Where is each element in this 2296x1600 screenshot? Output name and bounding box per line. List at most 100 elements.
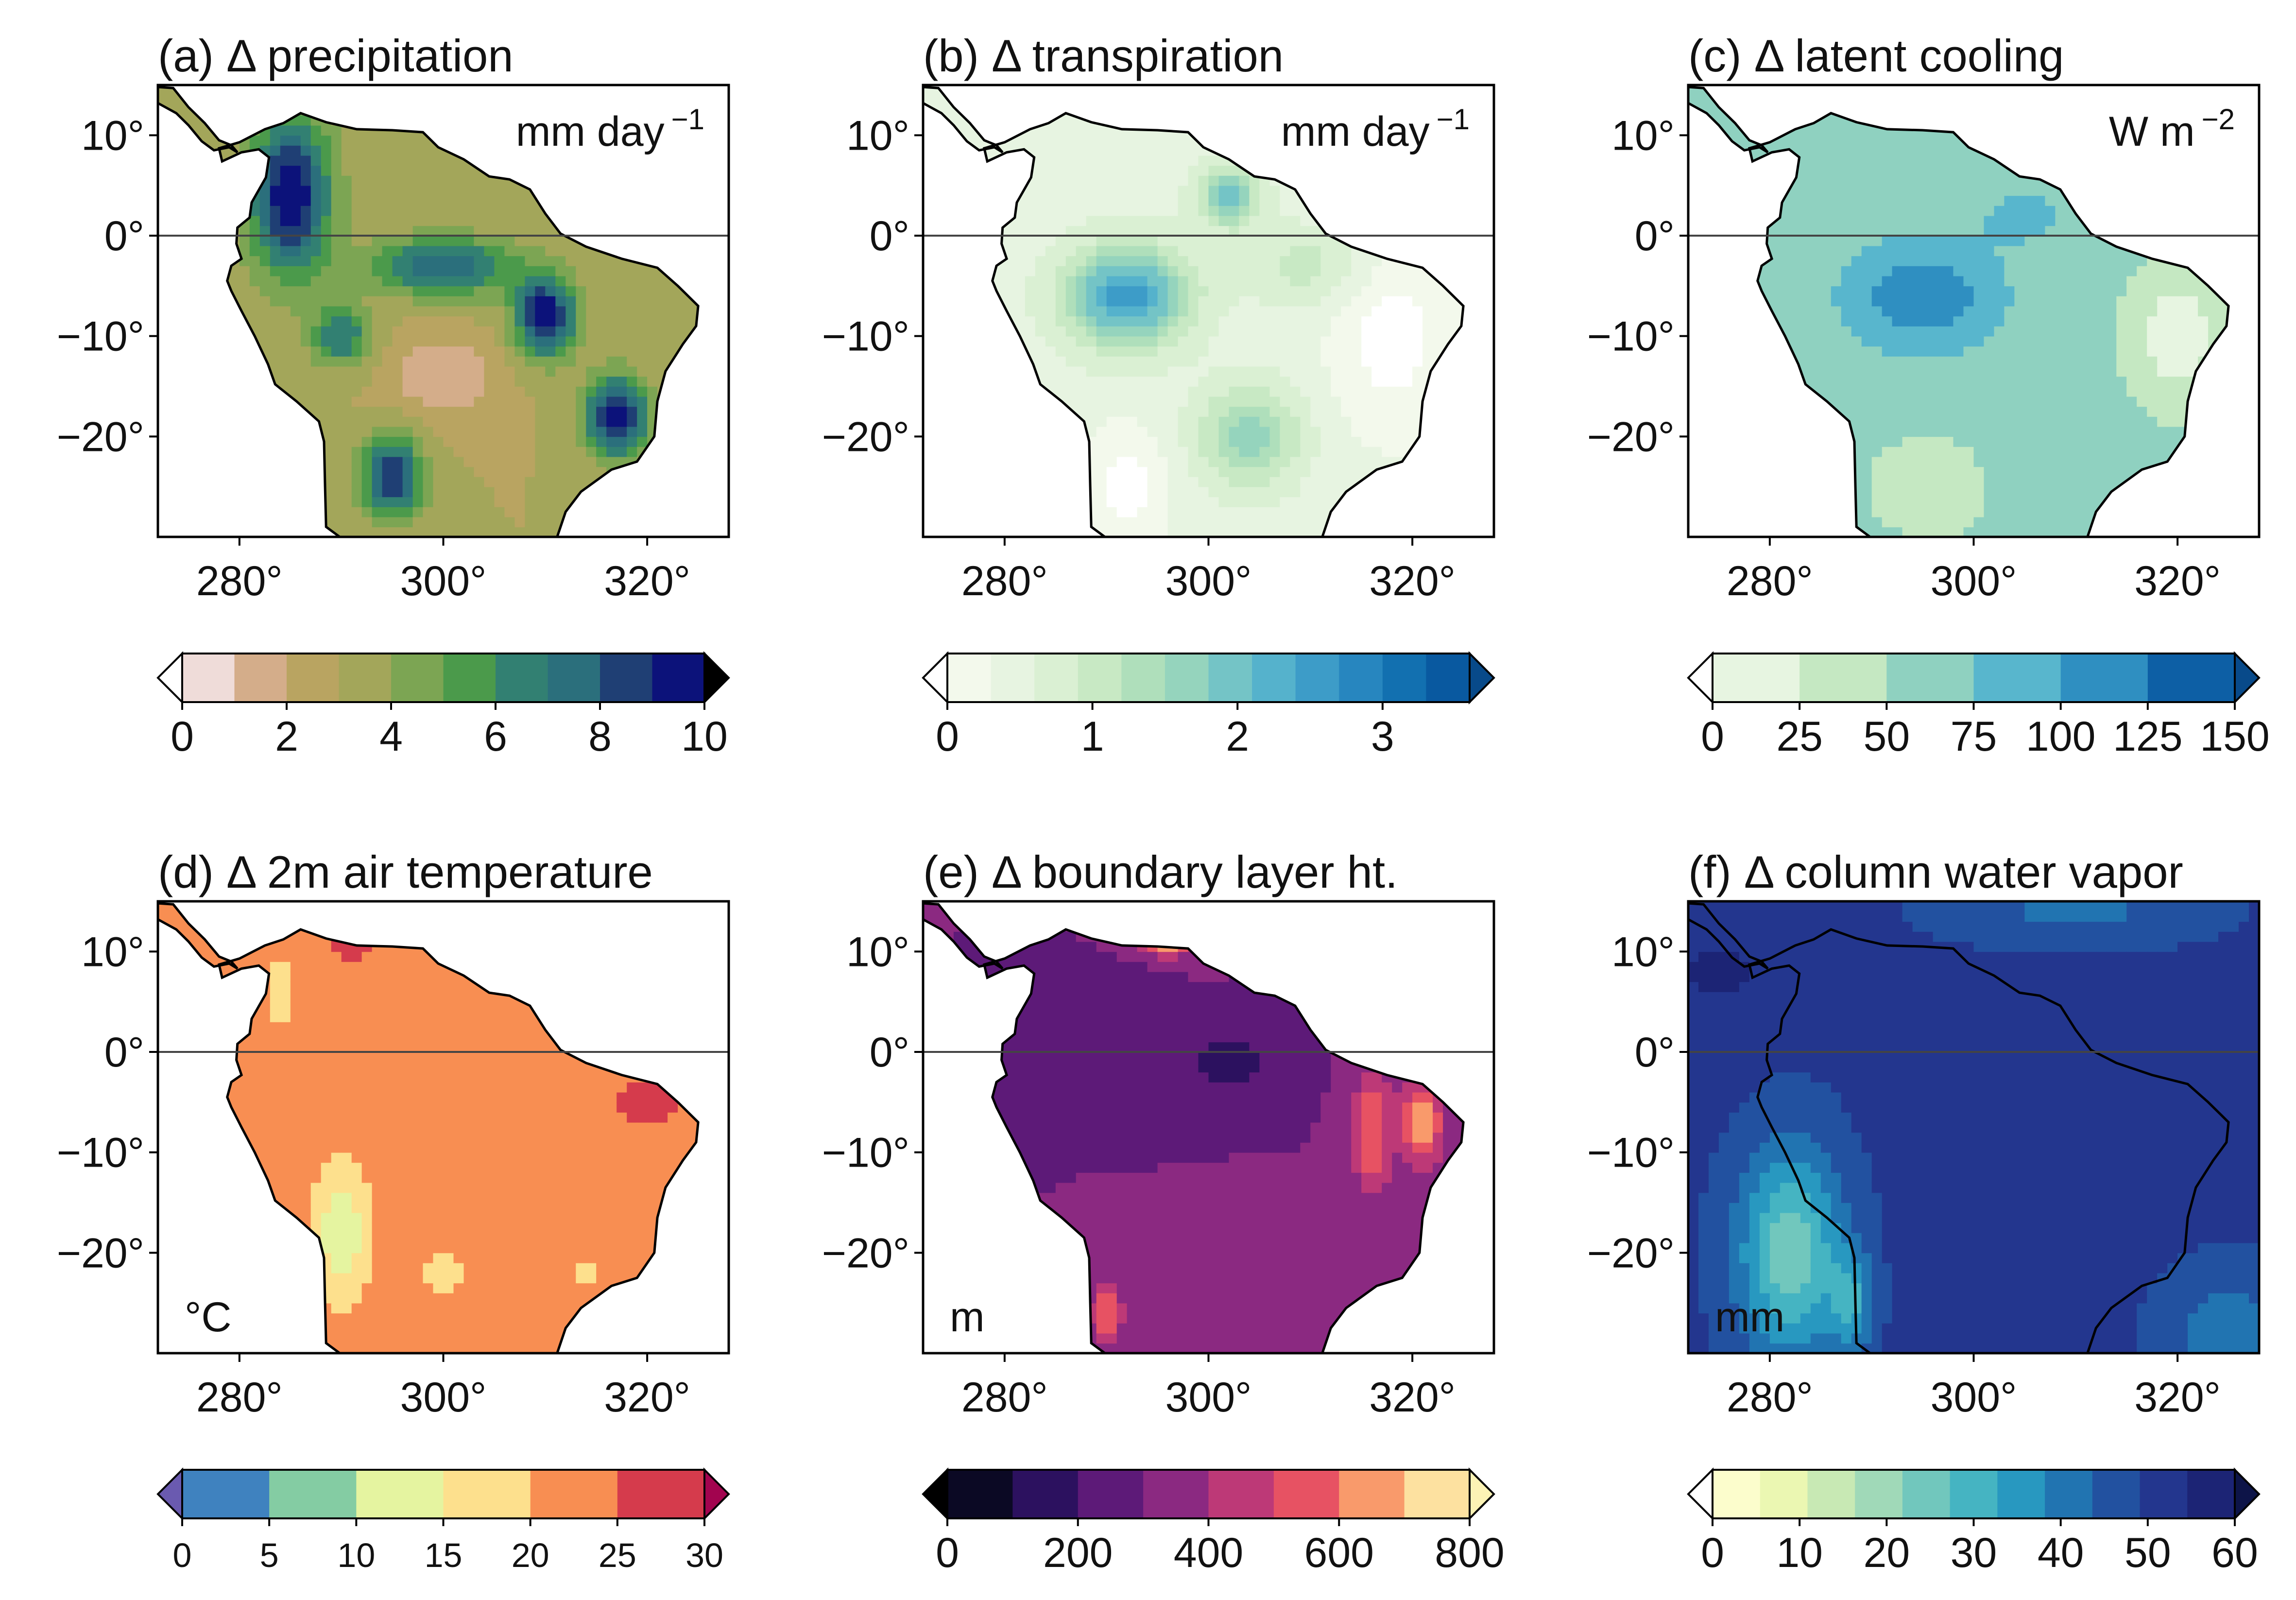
coastline-south-america: [1748, 112, 2230, 537]
colorbar-tick-label: 0: [173, 1536, 192, 1574]
colorbar-bin: [1165, 654, 1209, 702]
colorbar-tick-label: 150: [2200, 713, 2270, 760]
lat-tick-label: 10°: [1611, 112, 1675, 159]
colorbar-under-triangle: [922, 1467, 948, 1521]
colorbar-bin: [1012, 1470, 1079, 1518]
colorbar-bin: [182, 1470, 270, 1518]
map-field: [1688, 901, 2259, 1353]
colorbar-under-triangle: [1687, 651, 1713, 705]
lat-tick-label: 0°: [1635, 1029, 1675, 1076]
colorbar-tick-label: 3: [1371, 713, 1394, 760]
lon-tick-label: 280°: [961, 558, 1048, 604]
panel-title: (e) Δ boundary layer ht.: [923, 846, 1398, 897]
colorbar-bin: [1886, 654, 1974, 702]
colorbar-tick-label: 4: [379, 713, 403, 760]
colorbar-bin: [1902, 1470, 1951, 1518]
colorbar-bin: [356, 1470, 444, 1518]
colorbar-over-triangle: [1469, 651, 1495, 705]
lon-tick-label: 280°: [961, 1374, 1048, 1421]
colorbar-bin: [339, 654, 392, 702]
coastline-central-america: [1688, 86, 1769, 154]
unit-label: m: [950, 1294, 985, 1341]
colorbar-tick-label: 2: [1226, 713, 1249, 760]
lon-tick-label: 320°: [604, 558, 690, 604]
colorbar-bin: [234, 654, 287, 702]
lon-tick-label: 300°: [1931, 558, 2017, 604]
colorbar-tick-label: 40: [2038, 1530, 2084, 1576]
colorbar-bin: [1078, 1470, 1144, 1518]
lon-tick-label: 320°: [1369, 558, 1456, 604]
colorbar-bin: [1426, 654, 1470, 702]
coastline-south-america: [217, 112, 700, 537]
lat-tick-label: 0°: [1635, 213, 1675, 259]
colorbar-tick-label: 20: [1863, 1530, 1910, 1576]
colorbar-bin: [2140, 1470, 2188, 1518]
colorbar-bin: [652, 654, 705, 702]
colorbar: 0 200 400 600 800: [922, 1467, 1505, 1576]
colorbar-tick-label: 6: [484, 713, 507, 760]
colorbar-bin: [1339, 1470, 1405, 1518]
colorbar-bin: [600, 654, 652, 702]
colorbar-bin: [1760, 1470, 1808, 1518]
map-field: [923, 902, 1494, 1353]
colorbar-bin: [1208, 1470, 1274, 1518]
colorbar-bin: [1121, 654, 1165, 702]
lon-tick-label: 320°: [2134, 558, 2221, 604]
colorbar-tick-label: 600: [1304, 1530, 1374, 1576]
colorbar-tick-label: 2: [275, 713, 298, 760]
colorbar-bin: [1973, 654, 2061, 702]
colorbar-bin: [1295, 654, 1339, 702]
colorbar: 0 1 2 3: [922, 651, 1495, 760]
coastline-south-america: [982, 928, 1465, 1353]
lat-tick-label: −20°: [57, 413, 144, 460]
colorbar-tick-label: 50: [1863, 713, 1910, 760]
colorbar-bin: [391, 654, 444, 702]
colorbar-under-triangle: [156, 651, 183, 705]
colorbar: 0 5 10 15 20 25 30: [156, 1467, 730, 1574]
colorbar-bin: [1997, 1470, 2045, 1518]
colorbar-bin: [617, 1470, 705, 1518]
unit-label: W m −2: [2109, 103, 2235, 155]
lat-tick-label: −10°: [822, 1130, 909, 1176]
colorbar-bin: [287, 654, 339, 702]
colorbar-tick-label: 60: [2211, 1530, 2258, 1576]
panel-d: (d) Δ 2m air temperature 10° 0° −10° −20° 280…: [57, 846, 730, 1574]
colorbar-under-triangle: [156, 1467, 183, 1521]
lon-tick-label: 280°: [1727, 1374, 1813, 1421]
colorbar-under-triangle: [922, 651, 948, 705]
colorbar-tick-label: 30: [1951, 1530, 1997, 1576]
colorbar-bin: [2147, 654, 2235, 702]
colorbar-tick-label: 0: [1701, 1530, 1724, 1576]
unit-label: °C: [185, 1294, 232, 1341]
colorbar-tick-label: 800: [1435, 1530, 1505, 1576]
colorbar-tick-label: 5: [260, 1536, 279, 1574]
colorbar-tick-label: 400: [1174, 1530, 1244, 1576]
colorbar-tick-label: 1: [1081, 713, 1104, 760]
colorbar-over-triangle: [703, 1467, 730, 1521]
lat-tick-label: −20°: [1587, 1230, 1675, 1276]
colorbar-tick-label: 75: [1951, 713, 1997, 760]
coastline-central-america: [923, 86, 1004, 154]
lon-tick-label: 300°: [1165, 558, 1252, 604]
panel-b: (b) Δ transpiration 10° 0° −10° −20° 280° 300°…: [822, 30, 1495, 760]
colorbar-tick-label: 10: [337, 1536, 375, 1574]
colorbar-tick-label: 0: [936, 713, 959, 760]
lat-tick-label: −20°: [1587, 413, 1675, 460]
colorbar-bin: [1950, 1470, 1998, 1518]
colorbar-tick-label: 8: [588, 713, 612, 760]
panel-a: (a) Δ precipitation 10° 0° −10° −20° 280° 300°…: [57, 30, 730, 760]
lat-tick-label: 10°: [846, 112, 909, 159]
unit-label: mm day −1: [1281, 103, 1470, 155]
colorbar-bin: [1382, 654, 1426, 702]
lon-tick-label: 280°: [196, 558, 283, 604]
colorbar-bin: [1807, 1470, 1855, 1518]
colorbar-tick-label: 200: [1043, 1530, 1113, 1576]
colorbar-bin: [947, 1470, 1013, 1518]
lon-tick-label: 280°: [1727, 558, 1813, 604]
lat-tick-label: 0°: [870, 1029, 909, 1076]
lat-tick-label: 0°: [104, 213, 144, 259]
coastline-south-america: [217, 928, 700, 1353]
panel-title: (b) Δ transpiration: [923, 30, 1284, 81]
colorbar-bin: [2045, 1470, 2093, 1518]
